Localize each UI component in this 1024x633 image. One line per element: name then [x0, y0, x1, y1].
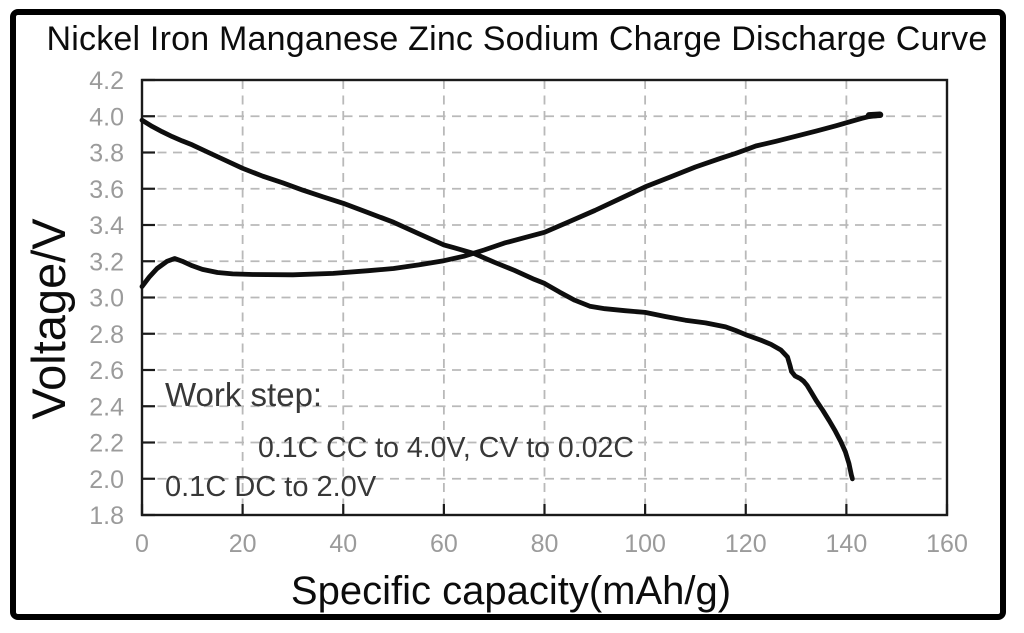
svg-text:Nickel Iron Manganese Zinc Sod: Nickel Iron Manganese Zinc Sodium Charge… [47, 20, 988, 58]
svg-text:3.4: 3.4 [89, 212, 124, 240]
svg-text:4.2: 4.2 [89, 67, 124, 95]
svg-text:2.4: 2.4 [89, 393, 124, 421]
svg-text:100: 100 [624, 530, 666, 558]
svg-text:140: 140 [826, 530, 868, 558]
svg-text:0.1C DC to 2.0V: 0.1C DC to 2.0V [165, 471, 377, 503]
svg-text:0.1C CC to 4.0V, CV to 0.02C: 0.1C CC to 4.0V, CV to 0.02C [258, 432, 634, 464]
svg-text:2.6: 2.6 [89, 357, 124, 385]
svg-text:20: 20 [229, 530, 257, 558]
svg-text:Work step:: Work step: [165, 376, 322, 413]
svg-text:3.0: 3.0 [89, 285, 124, 313]
svg-text:2.2: 2.2 [89, 430, 124, 458]
svg-text:Specific capacity(mAh/g): Specific capacity(mAh/g) [291, 569, 731, 613]
svg-text:1.8: 1.8 [89, 502, 124, 530]
svg-text:4.0: 4.0 [89, 103, 124, 131]
svg-text:2.0: 2.0 [89, 466, 124, 494]
svg-text:120: 120 [725, 530, 767, 558]
svg-text:Voltage/V: Voltage/V [22, 218, 75, 420]
svg-text:80: 80 [531, 530, 559, 558]
svg-text:60: 60 [430, 530, 458, 558]
svg-text:0: 0 [135, 530, 149, 558]
svg-text:40: 40 [329, 530, 357, 558]
svg-text:3.8: 3.8 [89, 140, 124, 168]
svg-text:160: 160 [926, 530, 968, 558]
svg-text:3.6: 3.6 [89, 176, 124, 204]
svg-text:2.8: 2.8 [89, 321, 124, 349]
svg-text:3.2: 3.2 [89, 248, 124, 276]
